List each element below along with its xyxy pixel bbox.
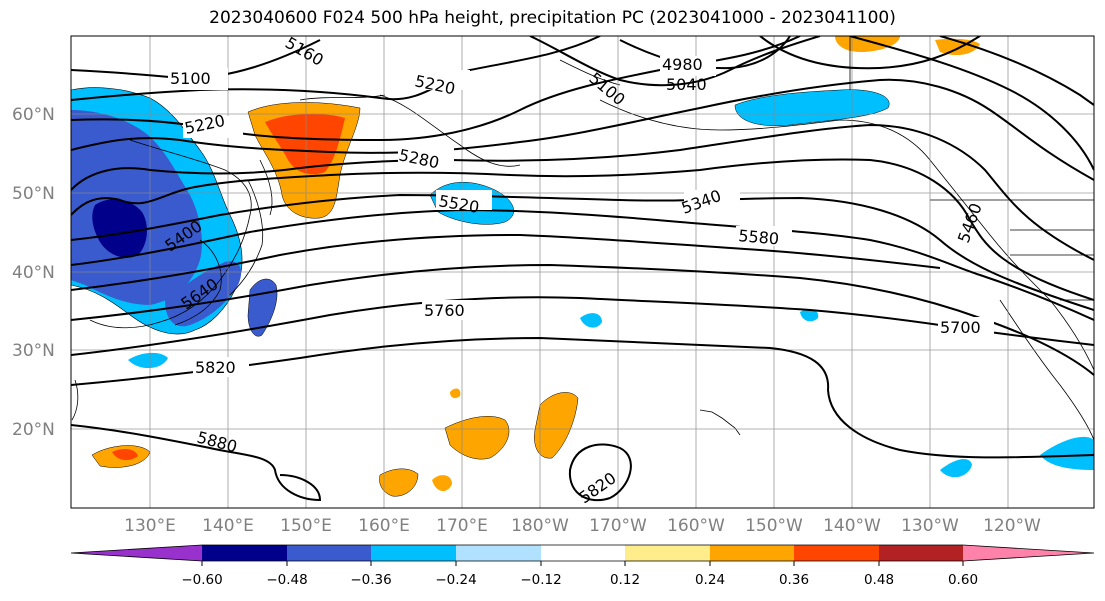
colorbar-swatch-7 xyxy=(710,545,794,561)
lat-label-20n: 20°N xyxy=(12,420,55,440)
contour-label-4980: 4980 xyxy=(662,55,703,74)
lon-label-180w: 180°W xyxy=(511,516,569,536)
lon-label-140w: 140°W xyxy=(823,516,881,536)
positive-anomaly-kamchatka-core xyxy=(265,113,345,175)
positive-anomaly-west-tropics-core xyxy=(112,448,138,461)
lon-label-170w: 170°W xyxy=(589,516,647,536)
contour-label-5580: 5580 xyxy=(738,226,780,248)
colorbar-ticks xyxy=(201,561,964,566)
colorbar-tick-label-8: 0.36 xyxy=(779,572,809,588)
longitude-labels: 130°E 140°E 150°E 160°E 170°E 180°W 170°… xyxy=(124,516,1041,536)
contour-label-5100: 5100 xyxy=(170,69,211,88)
lon-label-130w: 130°W xyxy=(901,516,959,536)
positive-anomaly-tropics-3 xyxy=(379,468,419,497)
lon-label-150w: 150°W xyxy=(745,516,803,536)
lat-label-40n: 40°N xyxy=(12,263,55,283)
colorbar-tick-label-4: −0.24 xyxy=(435,572,476,588)
colorbar-swatch-5 xyxy=(541,545,625,561)
latitude-labels: 60°N 50°N 40°N 30°N 20°N xyxy=(12,105,55,440)
colorbar-swatch-3 xyxy=(371,545,456,561)
positive-anomaly-small-1 xyxy=(450,388,461,399)
colorbar-tick-label-10: 0.60 xyxy=(948,572,978,588)
colorbar-extend-high xyxy=(963,545,1094,561)
lon-label-160w: 160°W xyxy=(667,516,725,536)
contour-label-5760: 5760 xyxy=(424,301,465,320)
lon-label-160e: 160°E xyxy=(358,516,410,536)
colorbar-swatch-6 xyxy=(625,545,710,561)
lon-label-140e: 140°E xyxy=(202,516,254,536)
lon-label-170e: 170°E xyxy=(436,516,488,536)
lon-label-150e: 150°E xyxy=(280,516,332,536)
colorbar-extend-low xyxy=(71,545,202,561)
lon-label-130e: 130°E xyxy=(124,516,176,536)
contour-label-5820-west: 5820 xyxy=(195,358,236,377)
lat-label-30n: 30°N xyxy=(12,341,55,361)
colorbar-tick-label-2: −0.48 xyxy=(266,572,307,588)
negative-anomaly-gulf-alaska xyxy=(734,89,890,126)
colorbar-tick-label-7: 0.24 xyxy=(695,572,725,588)
colorbar-swatch-8 xyxy=(794,545,879,561)
negative-anomaly-east-pacific-1 xyxy=(580,313,602,328)
colorbar: −0.60 −0.48 −0.36 −0.24 −0.12 0.12 0.24 … xyxy=(70,544,1095,588)
negative-anomaly-south-east xyxy=(940,458,972,478)
negative-anomaly-east-pacific-2 xyxy=(800,309,819,322)
positive-anomaly-tropics-4 xyxy=(432,475,452,492)
map-frame xyxy=(70,35,1095,509)
map-title: 2023040600 F024 500 hPa height, precipit… xyxy=(209,8,896,28)
lat-label-60n: 60°N xyxy=(12,105,55,125)
colorbar-tick-label-9: 0.48 xyxy=(864,572,894,588)
colorbar-tick-label-3: −0.36 xyxy=(350,572,391,588)
map-plot-area: 5100 5220 5160 5280 5340 5400 5460 5520 … xyxy=(71,36,1094,508)
contour-label-5700: 5700 xyxy=(940,318,981,337)
lon-label-120w: 120°W xyxy=(983,516,1041,536)
colorbar-swatch-4 xyxy=(456,545,541,561)
positive-anomaly-tropics-1 xyxy=(444,416,510,460)
colorbar-tick-label-6: 0.12 xyxy=(610,572,640,588)
lat-label-50n: 50°N xyxy=(12,184,55,204)
negative-anomaly-east-asia-core xyxy=(92,199,147,258)
negative-anomaly-baja xyxy=(1040,436,1094,470)
colorbar-swatch-1 xyxy=(202,545,287,561)
colorbar-tick-label-5: −0.12 xyxy=(520,572,561,588)
contour-label-5040: 5040 xyxy=(666,75,707,94)
colorbar-tick-label-1: −0.60 xyxy=(181,572,222,588)
positive-anomaly-north-edge xyxy=(835,36,900,52)
positive-anomaly-tropics-2 xyxy=(534,392,579,459)
negative-anomaly-west-small xyxy=(128,352,168,369)
colorbar-swatch-2 xyxy=(287,545,371,561)
colorbar-swatch-9 xyxy=(879,545,963,561)
